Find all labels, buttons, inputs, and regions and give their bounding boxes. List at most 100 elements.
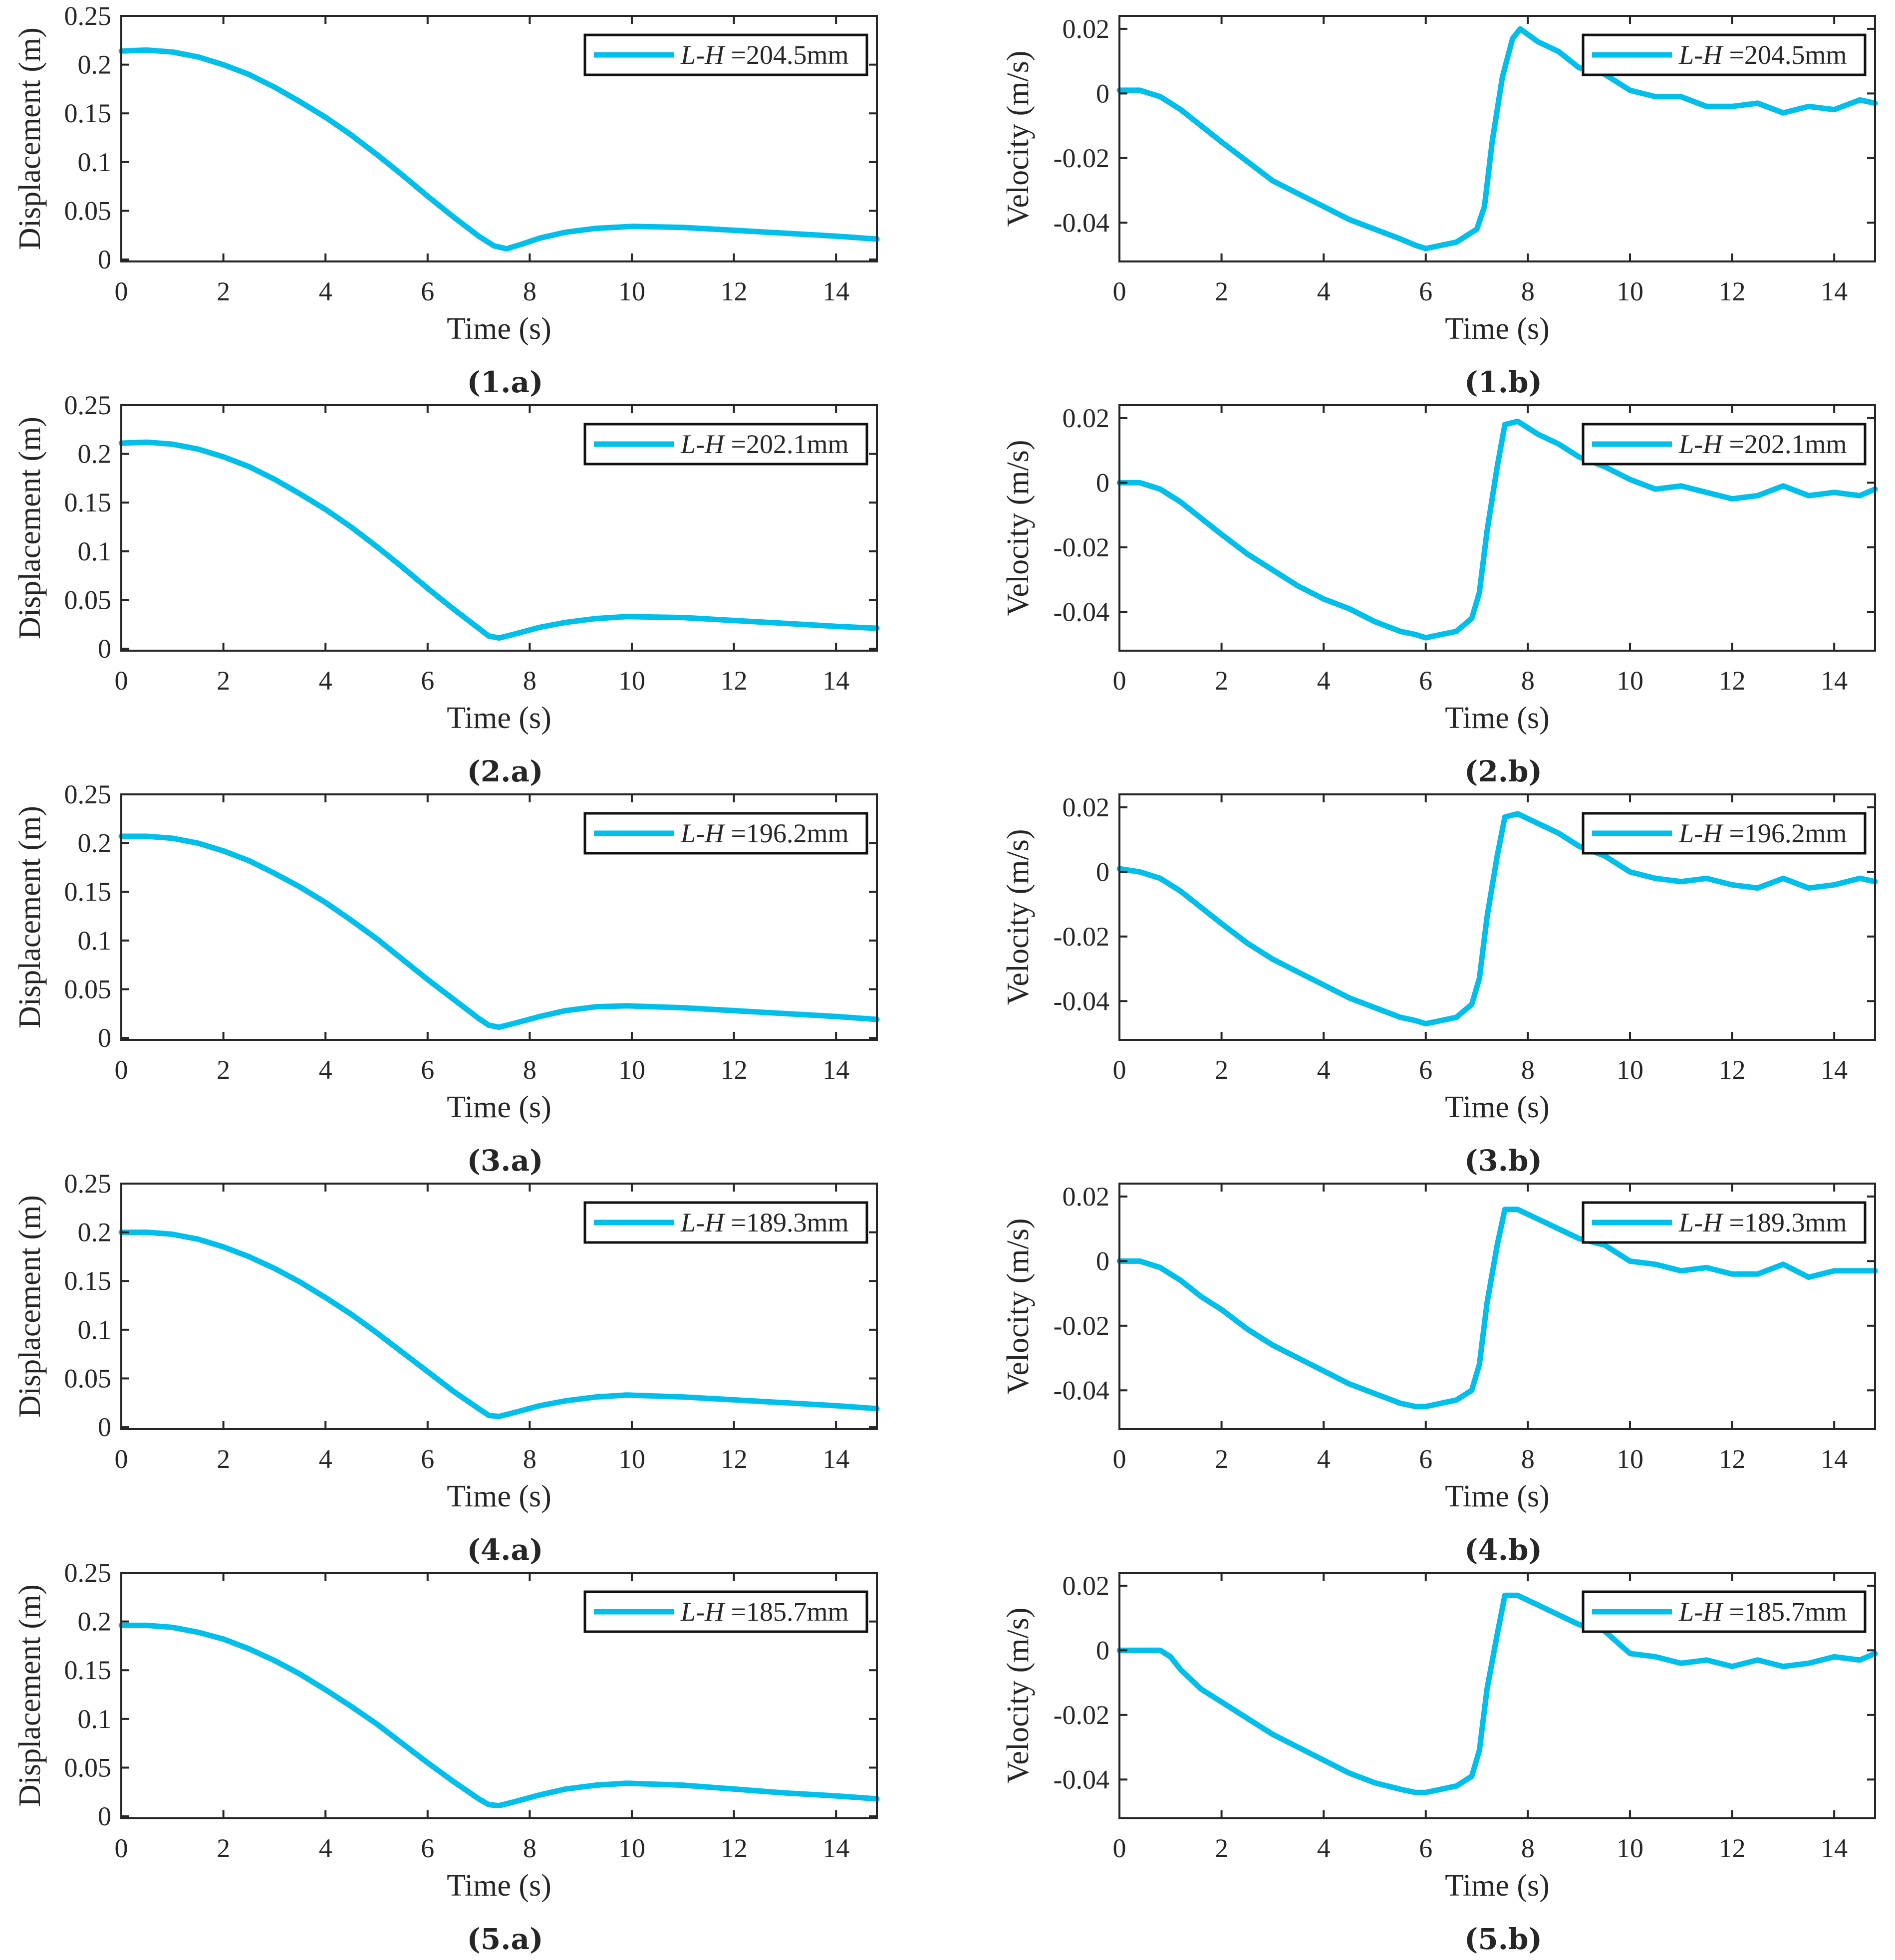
y-tick-label: 0.1	[78, 536, 112, 566]
x-tick-label: 14	[822, 1444, 849, 1474]
y-tick-label: 0.1	[78, 1315, 112, 1345]
x-tick-label: 0	[115, 1444, 128, 1474]
y-tick-label: 0.05	[64, 585, 112, 615]
x-tick-label: 8	[523, 666, 537, 696]
x-axis-label: Time (s)	[1445, 1869, 1550, 1903]
legend-value: 185.7mm	[1744, 1597, 1847, 1627]
y-tick-label: -0.02	[1054, 922, 1109, 952]
y-tick-label: 0.02	[1063, 14, 1110, 44]
x-tick-label: 14	[822, 1055, 849, 1085]
y-tick-label: -0.04	[1054, 208, 1109, 238]
chart-panel-1a: 0 2 4 6 8 10 12 14 0 0.05 0.1 0.15 0.2 0.25 Time (s) Di…	[13, 1, 880, 399]
x-tick-label: 2	[1215, 1444, 1228, 1474]
axes-frame	[120, 793, 878, 1041]
x-axis-label: Time (s)	[1445, 1090, 1550, 1124]
x-tick-label: 14	[1821, 1444, 1848, 1474]
legend-label: L-H =196.2mm	[680, 818, 849, 848]
legend-variable: L-H	[1678, 818, 1724, 848]
y-tick-label: 0.2	[78, 1218, 112, 1247]
legend-variable: L-H	[680, 1208, 726, 1237]
x-axis-label: Time (s)	[447, 701, 551, 735]
panel-caption: (4.a)	[467, 1533, 543, 1567]
legend-value: 185.7mm	[746, 1597, 849, 1627]
panel-caption: (5.a)	[467, 1922, 543, 1956]
x-tick-label: 6	[421, 1833, 434, 1863]
x-tick-label: 10	[618, 666, 645, 696]
legend: L-H =204.5mm	[583, 33, 868, 76]
legend-value: 202.1mm	[1744, 429, 1847, 459]
x-tick-label: 2	[217, 1444, 230, 1474]
x-tick-label: 6	[421, 1055, 434, 1085]
y-axis-label: Velocity (m/s)	[1001, 1219, 1035, 1395]
x-tick-label: 2	[1215, 1833, 1228, 1863]
x-tick-label: 0	[115, 276, 128, 306]
x-tick-label: 12	[1719, 1444, 1746, 1474]
x-tick-label: 8	[1521, 1444, 1535, 1474]
legend-operator: =	[1722, 818, 1744, 848]
y-tick-label: 0.25	[64, 390, 112, 420]
y-tick-label: 0	[98, 1412, 111, 1442]
x-tick-label: 12	[721, 1833, 748, 1863]
y-tick-label: 0.15	[64, 98, 112, 128]
x-tick-label: 4	[1317, 1833, 1331, 1863]
y-tick-label: 0	[98, 1023, 111, 1053]
x-tick-label: 8	[523, 276, 537, 306]
legend: L-H =185.7mm	[583, 1590, 868, 1633]
chart-panel-4b: 0 2 4 6 8 10 12 14 -0.04 -0.02 0 0.02 Time (s) Veloci…	[1001, 1182, 1878, 1567]
x-tick-label: 6	[1419, 276, 1432, 306]
y-tick-label: -0.04	[1054, 1375, 1109, 1405]
series-line	[118, 833, 880, 1030]
legend: L-H =196.2mm	[583, 812, 868, 855]
series-line	[118, 47, 880, 252]
y-axis-label: Velocity (m/s)	[1001, 440, 1035, 616]
x-tick-label: 8	[1521, 1055, 1535, 1085]
chart-panel-3b: 0 2 4 6 8 10 12 14 -0.04 -0.02 0 0.02 Time (s) Veloci…	[1001, 792, 1878, 1178]
y-tick-label: 0	[1096, 468, 1109, 497]
x-tick-label: 10	[1617, 1444, 1643, 1474]
legend: L-H =196.2mm	[1582, 812, 1867, 855]
legend-value: 196.2mm	[1744, 818, 1847, 848]
x-axis-label: Time (s)	[1445, 701, 1550, 735]
panel-caption: (3.b)	[1464, 1144, 1542, 1178]
x-tick-label: 4	[1317, 666, 1331, 696]
legend: L-H =202.1mm	[583, 423, 868, 466]
x-tick-label: 4	[1317, 1444, 1331, 1474]
chart-panel-5a: 0 2 4 6 8 10 12 14 0 0.05 0.1 0.15 0.2 0.25 Time (s) Di…	[13, 1558, 880, 1956]
y-tick-label: 0.1	[78, 1704, 112, 1734]
x-tick-label: 6	[1419, 1055, 1432, 1085]
legend-variable: L-H	[680, 40, 726, 70]
x-tick-label: 0	[115, 1833, 128, 1863]
x-tick-label: 14	[1821, 666, 1848, 696]
y-tick-label: 0.05	[64, 1363, 112, 1393]
x-tick-label: 6	[1419, 666, 1432, 696]
x-tick-label: 14	[1821, 1833, 1848, 1863]
x-axis-label: Time (s)	[447, 312, 551, 346]
chart-panel-5b: 0 2 4 6 8 10 12 14 -0.04 -0.02 0 0.02 Time (s) Veloci…	[1001, 1571, 1878, 1956]
y-tick-label: 0	[98, 1801, 111, 1831]
y-tick-label: 0.25	[64, 1558, 112, 1588]
x-tick-label: 2	[1215, 1055, 1228, 1085]
x-tick-label: 8	[1521, 276, 1535, 306]
x-tick-label: 12	[721, 1055, 748, 1085]
x-tick-label: 6	[421, 666, 434, 696]
panel-caption: (2.b)	[1464, 754, 1542, 788]
panel-caption: (3.a)	[467, 1144, 543, 1178]
y-tick-label: -0.02	[1054, 1311, 1109, 1341]
x-tick-label: 2	[217, 666, 230, 696]
y-tick-label: 0	[1096, 78, 1109, 108]
panel-caption: (1.b)	[1464, 365, 1542, 399]
y-axis-label: Displacement (m)	[13, 1584, 47, 1807]
panel-caption: (2.a)	[467, 754, 543, 788]
legend-label: L-H =202.1mm	[680, 429, 849, 459]
legend-label: L-H =185.7mm	[1678, 1597, 1847, 1627]
y-axis-label: Velocity (m/s)	[1001, 51, 1035, 227]
y-tick-label: 0	[98, 634, 111, 664]
y-tick-label: 0.02	[1063, 1182, 1110, 1212]
x-tick-label: 2	[217, 1833, 230, 1863]
y-tick-label: 0.15	[64, 488, 112, 517]
series-line	[118, 1622, 880, 1809]
legend-operator: =	[724, 40, 746, 70]
panel-caption: (4.b)	[1464, 1533, 1542, 1567]
x-tick-label: 10	[1617, 666, 1643, 696]
panel-caption: (5.b)	[1464, 1922, 1542, 1956]
